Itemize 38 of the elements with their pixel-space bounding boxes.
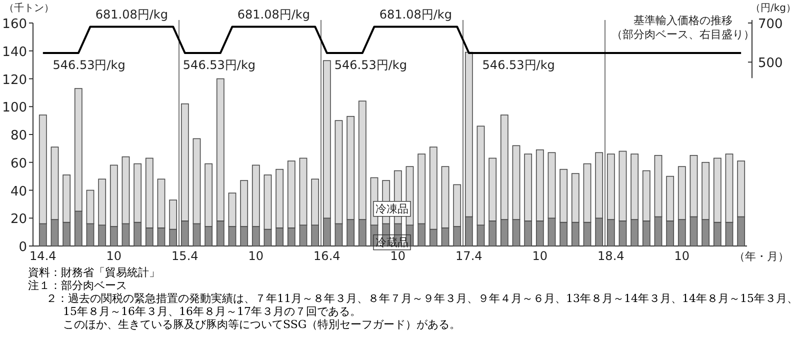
- y-tick-label: 80: [10, 128, 27, 144]
- y-tick-label: 160: [2, 17, 27, 32]
- y2-tick-label: 700: [758, 17, 783, 32]
- series-label: 冷凍品: [376, 202, 408, 216]
- x-tick-label: 15.4: [172, 249, 198, 263]
- text: 注１：部分肉ベース: [28, 279, 128, 292]
- x-tick-label: 10: [106, 249, 122, 263]
- text: ２：過去の関税の緊急措置の発動実績は、７年11月～８年３月、８年７月～９年３月、９年４月～６月、13年８月～14年３月、14年８月～15年３月、15年８月～16年３月、16年８月～17年３月の７回である。: [46, 292, 798, 318]
- y-axis-title: （千トン）: [4, 2, 54, 14]
- y2-tick-label: 500: [758, 56, 783, 72]
- x-tick-label: 10: [248, 249, 264, 263]
- annotation: （部分肉ベース、右目盛り）: [612, 28, 754, 41]
- text: このほか、生きている豚及び豚肉等についてSSG（特別セーフガード）がある。: [63, 318, 462, 331]
- x-tick-label: 10: [532, 249, 548, 263]
- y-tick-label: 40: [10, 184, 27, 200]
- text: 資料：財務省「貿易統計」: [28, 266, 161, 279]
- annotation: 546.53円/kg: [182, 58, 256, 72]
- x-tick-label: 18.4: [598, 249, 624, 263]
- x-tick-label: 16.4: [314, 249, 340, 263]
- y-tick-label: 100: [2, 100, 27, 116]
- text: 681.08円/kg: [95, 8, 168, 22]
- y-tick-label: 20: [10, 212, 27, 228]
- x-axis-title: （年・月）: [734, 250, 789, 263]
- annotation: 546.53円/kg: [334, 58, 408, 72]
- x-tick-label: 10: [390, 249, 406, 263]
- text: 基準輸入価格の推移: [634, 14, 732, 27]
- y-tick-label: 0: [18, 240, 27, 255]
- x-tick-label: 17.4: [456, 249, 482, 263]
- y2-axis-title: （円/kg）: [750, 3, 796, 14]
- y-tick-label: 140: [2, 44, 27, 60]
- annotation: 546.53円/kg: [482, 58, 555, 72]
- x-tick-label: 14.4: [30, 249, 56, 263]
- y-tick-label: 60: [10, 156, 27, 172]
- text: 681.08円/kg: [379, 8, 452, 22]
- text: 681.08円/kg: [237, 8, 310, 22]
- x-tick-label: 10: [674, 249, 690, 263]
- y-tick-label: 120: [2, 72, 27, 88]
- annotation: 546.53円/kg: [52, 58, 126, 72]
